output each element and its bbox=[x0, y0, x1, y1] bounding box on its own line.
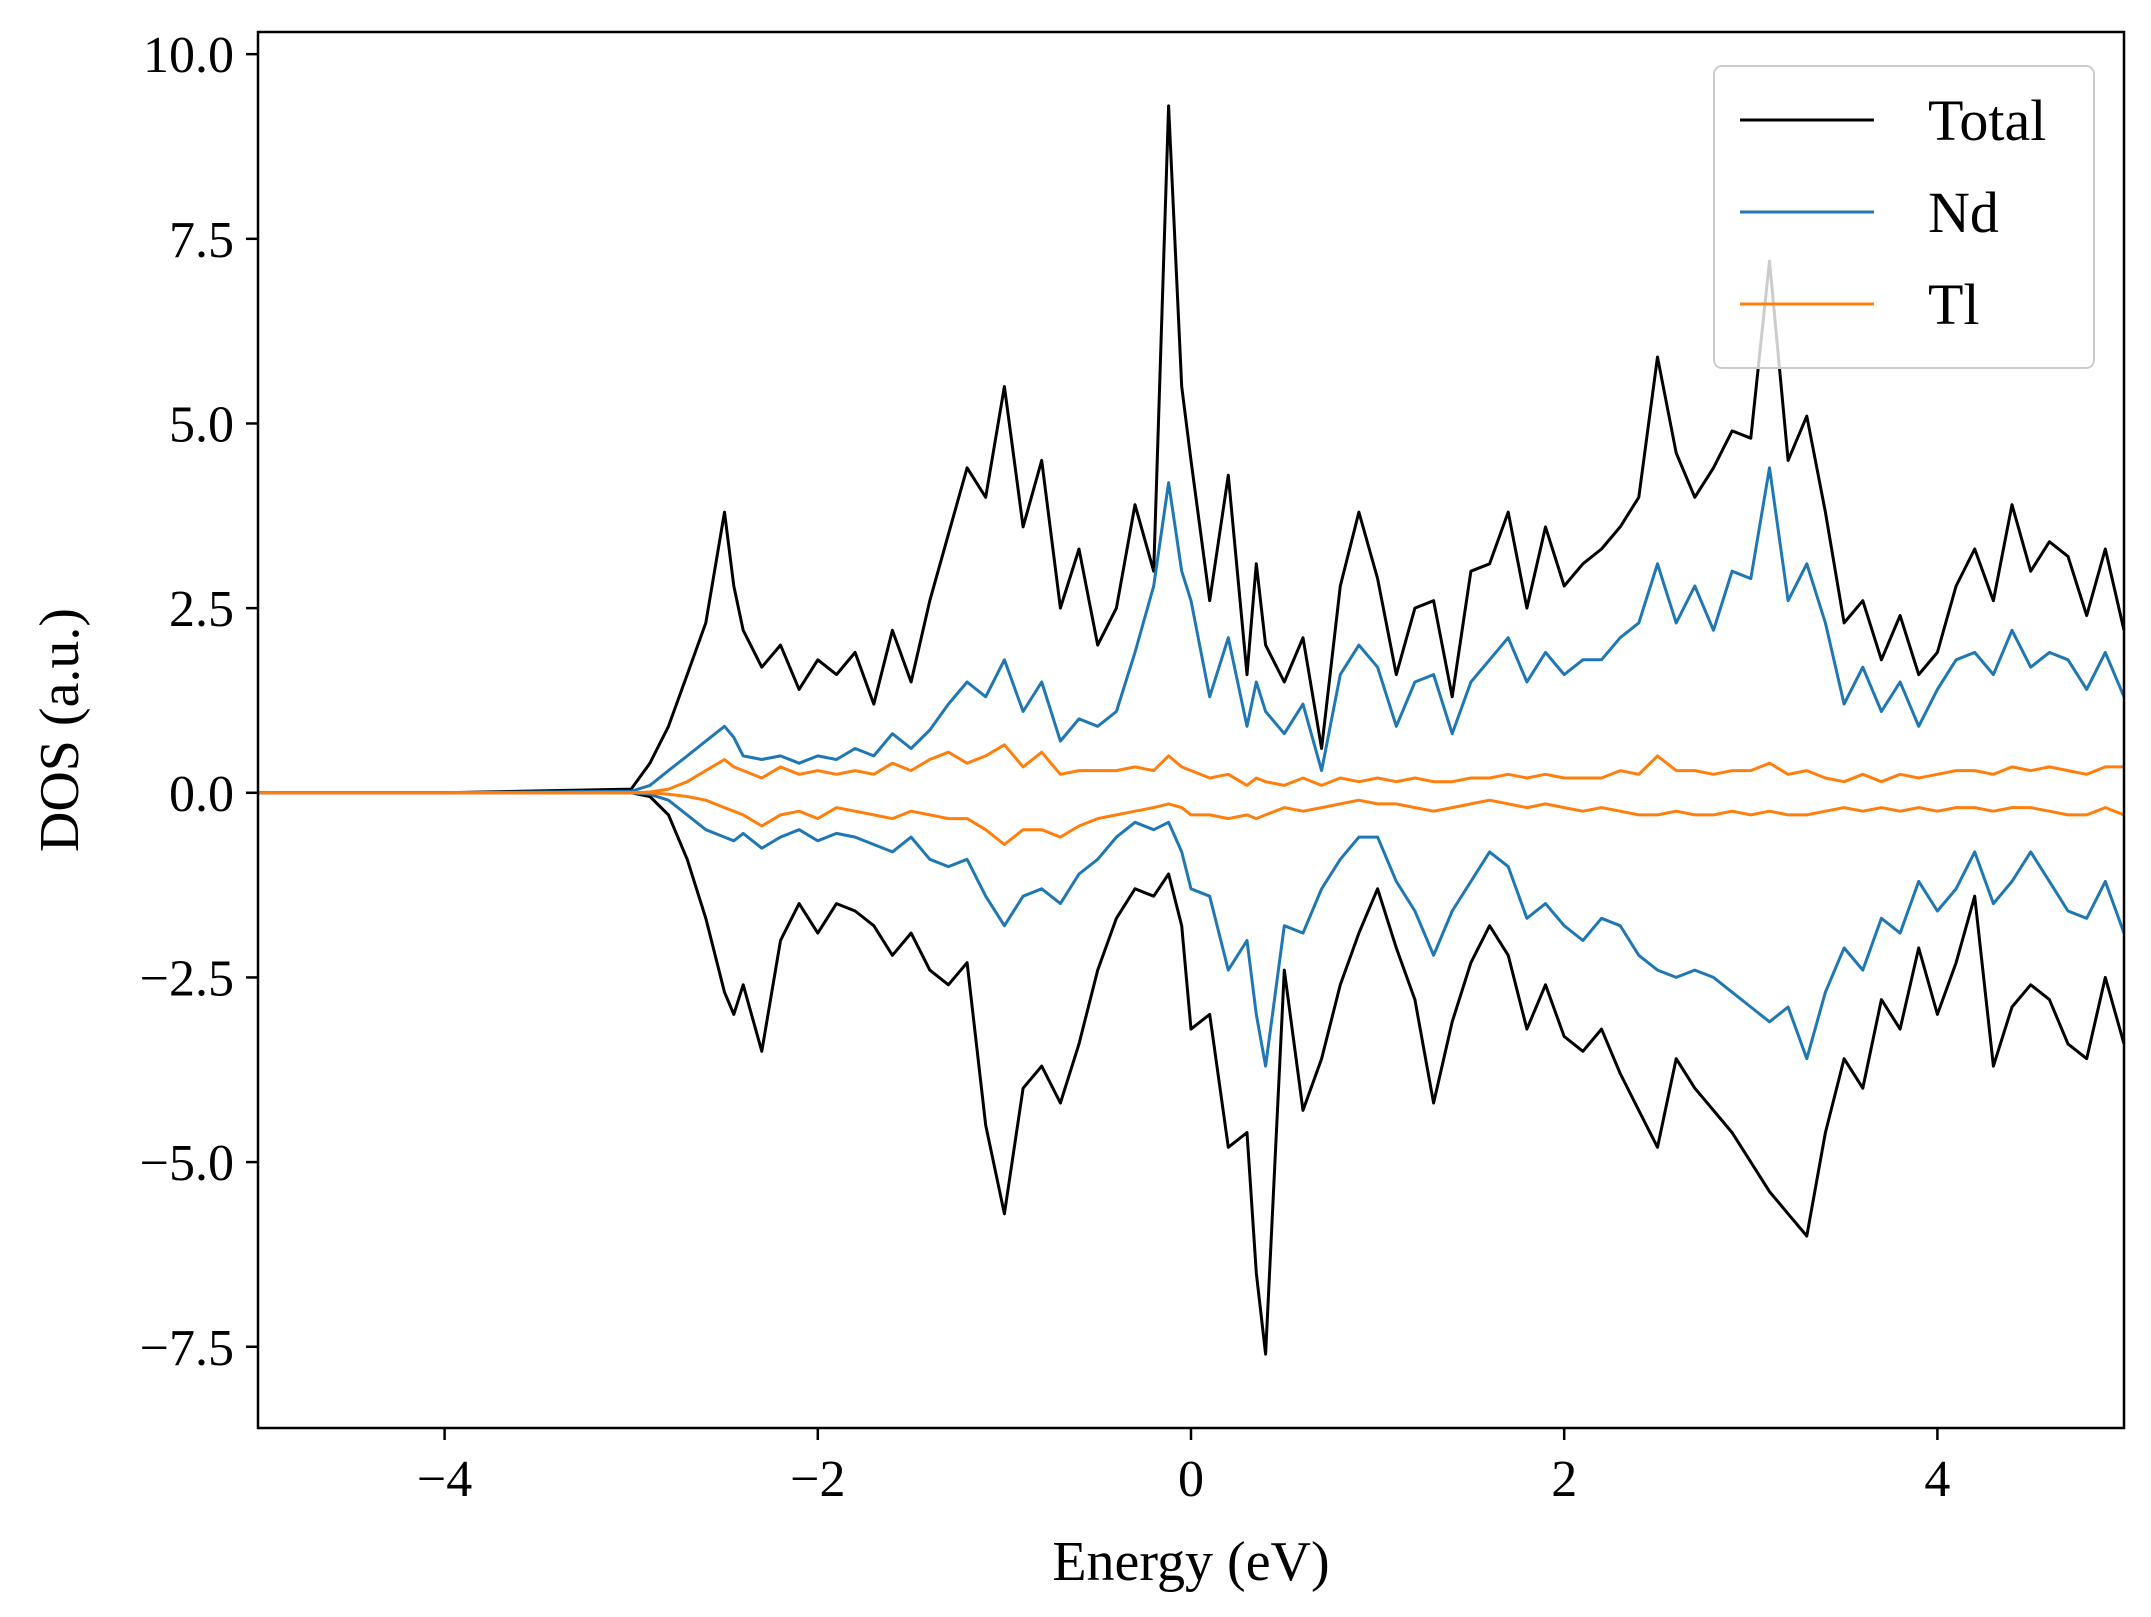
y-tick-label: 10.0 bbox=[143, 27, 234, 84]
series-total-spin-down-line bbox=[258, 791, 2126, 1356]
series-tl-spin-up-line bbox=[258, 743, 2124, 795]
legend: Total Nd Tl bbox=[1713, 65, 2095, 369]
y-tick-label: 2.5 bbox=[169, 581, 234, 638]
series-nd-spin-down-line bbox=[258, 791, 2126, 1068]
y-tick-label: −7.5 bbox=[140, 1320, 234, 1377]
legend-label-tl: Tl bbox=[1928, 272, 1980, 337]
y-tick-label: 0.0 bbox=[169, 766, 234, 823]
x-tick-label: 4 bbox=[1924, 1451, 1950, 1508]
legend-label-nd: Nd bbox=[1928, 180, 1999, 245]
series-nd-spin-up-line bbox=[258, 466, 2126, 795]
x-tick-label: 0 bbox=[1178, 1451, 1204, 1508]
series-tl-spin-down-line bbox=[258, 791, 2125, 846]
y-tick-label: 5.0 bbox=[169, 396, 234, 453]
y-axis-label: DOS (a.u.) bbox=[29, 608, 91, 852]
y-tick-label: −2.5 bbox=[140, 950, 234, 1007]
x-tick-label: −2 bbox=[790, 1451, 845, 1508]
legend-label-total: Total bbox=[1928, 88, 2046, 153]
y-axis-ticks: −7.5 −5.0 −2.5 0.0 2.5 5.0 7.5 10.0 bbox=[140, 27, 258, 1377]
y-tick-label: −5.0 bbox=[140, 1135, 234, 1192]
x-axis-ticks: −4 −2 0 2 4 bbox=[417, 1428, 1950, 1508]
x-tick-label: 2 bbox=[1551, 1451, 1577, 1508]
y-tick-label: 7.5 bbox=[169, 212, 234, 269]
legend-box bbox=[1713, 65, 2095, 369]
x-axis-label: Energy (eV) bbox=[1052, 1531, 1329, 1593]
series-layer bbox=[258, 104, 2126, 1356]
series-total-spin-up-line bbox=[258, 104, 2126, 795]
x-tick-label: −4 bbox=[417, 1451, 472, 1508]
